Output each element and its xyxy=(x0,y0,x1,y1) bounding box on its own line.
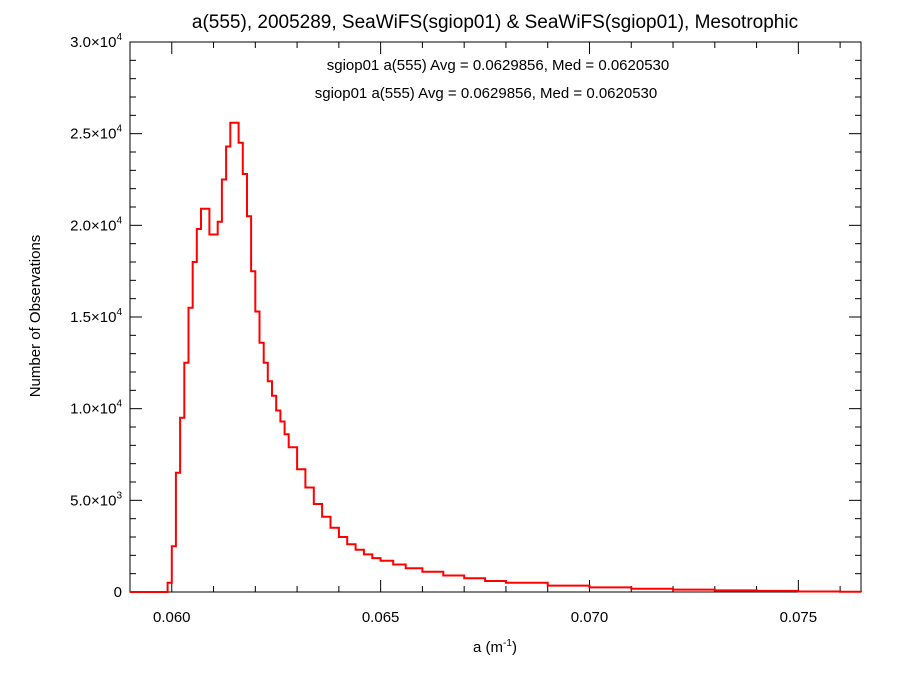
y-tick-label: 5.0×103 xyxy=(70,490,122,509)
y-axis-ticks xyxy=(130,41,861,593)
y-tick-label: 1.0×104 xyxy=(70,399,122,418)
x-tick-label: 0.065 xyxy=(362,609,400,626)
stats-annotation-black: sgiop01 a(555) Avg = 0.0629856, Med = 0.… xyxy=(327,57,670,74)
chart-title: a(555), 2005289, SeaWiFS(sgiop01) & SeaW… xyxy=(192,12,798,33)
y-axis-label: Number of Observations xyxy=(27,235,44,398)
x-tick-label: 0.060 xyxy=(153,609,191,626)
stats-annotation-red: sgiop01 a(555) Avg = 0.0629856, Med = 0.… xyxy=(315,85,658,102)
histogram-series-line xyxy=(130,121,862,593)
y-tick-label: 2.0×104 xyxy=(70,215,122,234)
y-tick-label: 0 xyxy=(114,584,122,601)
x-axis-ticks xyxy=(129,42,841,592)
x-tick-label: 0.070 xyxy=(571,609,609,626)
y-tick-labels: 0 5.0×103 1.0×104 1.5×104 2.0×104 2.5×104 3.0×… xyxy=(70,32,122,601)
x-tick-labels: 0.060 0.065 0.070 0.075 xyxy=(153,609,817,626)
x-tick-label: 0.075 xyxy=(780,609,818,626)
x-axis-label: a (m-1) xyxy=(473,638,517,656)
y-tick-label: 3.0×104 xyxy=(70,32,122,51)
plot-frame xyxy=(129,41,862,593)
y-tick-label: 1.5×104 xyxy=(70,307,122,326)
y-tick-label: 2.5×104 xyxy=(70,124,122,143)
